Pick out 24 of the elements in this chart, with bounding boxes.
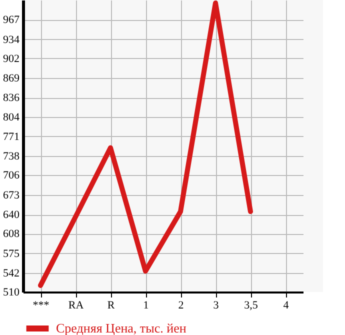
y-tick-label: 673 — [3, 189, 20, 202]
y-tick-label: 934 — [3, 34, 20, 46]
x-tick-label: 1 — [143, 300, 149, 312]
y-tick-label: 640 — [3, 209, 20, 222]
y-tick-label: 510 — [3, 286, 20, 298]
x-tick-label: 2 — [178, 300, 184, 312]
y-tick-label: 771 — [3, 130, 20, 143]
y-tick-label: 738 — [3, 150, 20, 163]
x-tick-label: 4 — [283, 300, 290, 312]
y-tick-label: 869 — [3, 72, 20, 85]
y-tick-label: 836 — [3, 92, 20, 104]
y-tick-label: 706 — [3, 170, 20, 182]
x-tick-label: 3 — [213, 300, 220, 312]
y-tick-label: 804 — [3, 111, 20, 124]
x-tick-label: RA — [68, 300, 84, 312]
y-tick-label: 575 — [3, 248, 20, 260]
x-tick-label: 3,5 — [244, 300, 258, 312]
y-tick-label: 967 — [3, 14, 20, 26]
y-tick-label: 902 — [3, 52, 20, 65]
legend-label: Средняя Цена, тыс. йен — [56, 320, 186, 335]
x-tick-label: R — [107, 300, 116, 312]
x-tick-label: *** — [32, 300, 50, 312]
y-tick-label: 542 — [3, 267, 20, 280]
y-tick-label: 608 — [3, 228, 20, 240]
